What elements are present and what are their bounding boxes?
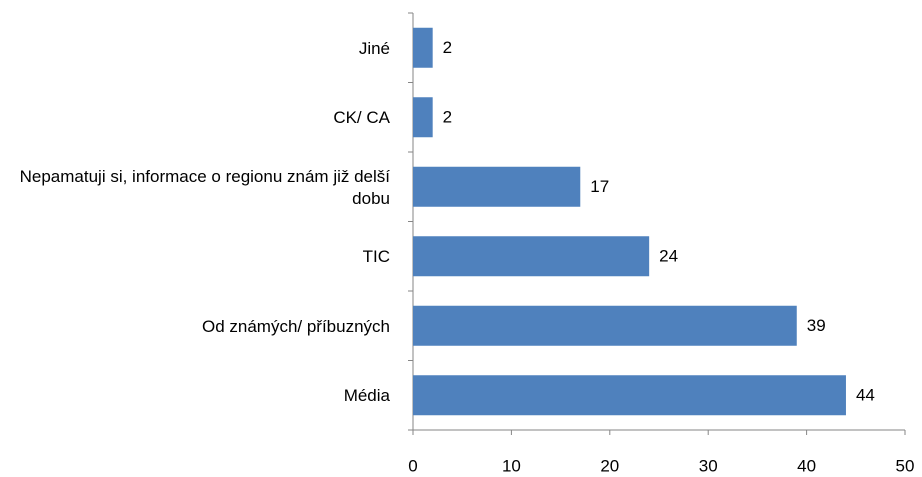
x-tick-label: 20 — [600, 456, 619, 475]
x-tick-label: 50 — [896, 456, 915, 475]
y-tick-label: CK/ CA — [333, 108, 390, 128]
y-tick-label: Od známých/ příbuzných — [201, 316, 390, 336]
bar — [413, 97, 433, 138]
bar — [413, 305, 797, 346]
bar — [413, 236, 650, 277]
y-tick-label: Média — [343, 386, 390, 406]
bar — [413, 166, 581, 207]
x-tick-label: 40 — [797, 456, 816, 475]
value-label: 44 — [856, 386, 875, 405]
bar — [413, 375, 846, 416]
x-tick-label: 0 — [408, 456, 417, 475]
value-label: 17 — [590, 177, 609, 196]
value-label: 2 — [443, 38, 452, 57]
x-tick-label: 10 — [502, 456, 521, 475]
x-tick-label: 30 — [699, 456, 718, 475]
value-label: 24 — [659, 247, 678, 266]
y-tick-label: Nepamatuji si, informace o regionu znám … — [19, 166, 390, 208]
y-tick-label: Jiné — [358, 38, 390, 58]
value-label: 39 — [807, 316, 826, 335]
y-tick-label: TIC — [362, 247, 390, 267]
bar — [413, 27, 433, 68]
value-label: 2 — [443, 108, 452, 127]
